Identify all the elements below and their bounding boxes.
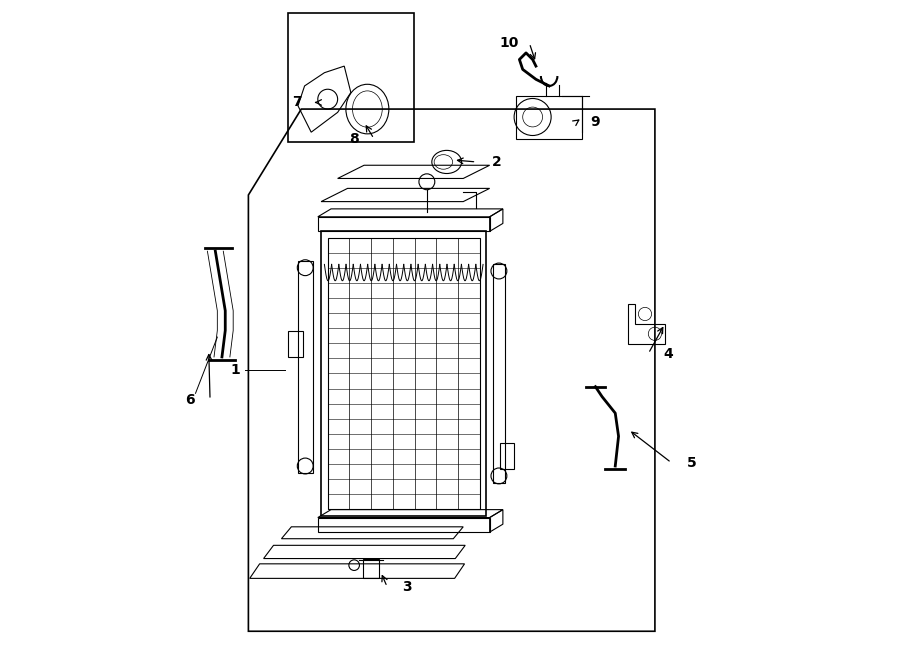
Bar bbox=[298, 261, 312, 473]
Bar bbox=[288, 13, 414, 142]
Text: 6: 6 bbox=[185, 393, 195, 407]
Text: 4: 4 bbox=[663, 346, 673, 361]
Bar bbox=[318, 518, 490, 532]
Text: 8: 8 bbox=[349, 132, 359, 146]
Bar bbox=[318, 217, 490, 231]
Bar bbox=[321, 231, 486, 516]
Text: 3: 3 bbox=[402, 580, 412, 594]
Bar bbox=[500, 443, 514, 469]
Bar bbox=[363, 559, 379, 578]
Text: 9: 9 bbox=[590, 115, 600, 130]
Text: 10: 10 bbox=[500, 36, 519, 50]
Bar bbox=[288, 330, 302, 357]
Bar bbox=[516, 96, 582, 139]
Text: 2: 2 bbox=[491, 155, 501, 169]
Bar bbox=[328, 238, 480, 509]
Text: 5: 5 bbox=[687, 455, 696, 470]
Text: 7: 7 bbox=[292, 95, 302, 110]
Bar bbox=[493, 264, 505, 483]
Text: 1: 1 bbox=[230, 363, 240, 377]
